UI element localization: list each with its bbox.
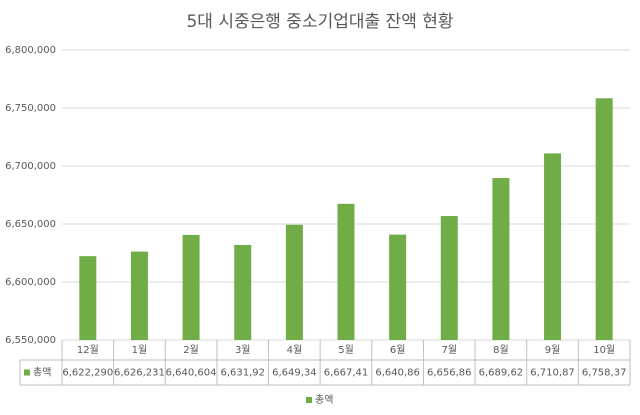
table-value: 6,626,231 [114,368,165,379]
bar [492,178,510,340]
x-tick-label: 4월 [287,344,303,356]
y-tick-label: 6,550,000 [5,335,56,346]
table-value: 6,631,92 [220,368,265,379]
x-tick-label: 1월 [132,344,148,356]
table-value: 6,649,34 [272,368,317,379]
bar [130,251,148,340]
table-value: 6,689,62 [479,368,524,379]
bar [544,153,562,340]
y-tick-label: 6,600,000 [5,277,56,288]
x-tick-label: 3월 [235,344,251,356]
x-tick-label: 9월 [545,344,561,356]
table-value: 6,622,290 [62,368,113,379]
y-tick-label: 6,650,000 [5,219,56,230]
x-tick-label: 5월 [338,344,354,356]
table-value: 6,710,87 [530,368,575,379]
bar [595,98,613,340]
y-tick-label: 6,700,000 [5,161,56,172]
table-value: 6,758,37 [582,368,627,379]
y-tick-label: 6,800,000 [5,45,56,56]
x-tick-label: 8월 [493,344,509,356]
x-tick-label: 12월 [77,344,99,356]
x-tick-label: 6월 [390,344,406,356]
bar [440,216,458,340]
bar [285,224,303,340]
table-value: 6,656,86 [427,368,472,379]
x-tick-label: 10월 [593,344,615,356]
y-tick-label: 6,750,000 [5,103,56,114]
bar [234,244,252,340]
x-tick-label: 2월 [183,344,199,356]
bar [337,203,355,340]
table-value: 6,640,86 [375,368,420,379]
bar [389,234,407,340]
table-series-name: 총액 [33,367,51,379]
bar [79,256,97,340]
legend-label: 총액 [315,394,333,406]
legend-key [24,369,30,376]
chart-title: 5대 시중은행 중소기업대출 잔액 현황 [186,12,453,32]
legend-key [306,397,312,403]
table-value: 6,667,41 [324,368,369,379]
x-tick-label: 7월 [441,344,457,356]
table-value: 6,640,604 [166,368,217,379]
bar [182,234,200,340]
